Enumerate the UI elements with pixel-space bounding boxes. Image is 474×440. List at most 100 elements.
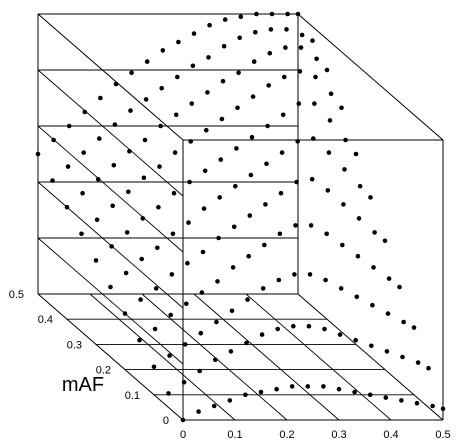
- data-point: [211, 403, 217, 409]
- data-point: [80, 190, 85, 196]
- data-point: [324, 231, 330, 237]
- data-point: [336, 386, 342, 392]
- x-tick-label: 0.5: [435, 429, 450, 440]
- maf-axis-title: mAF: [62, 374, 104, 396]
- data-point: [202, 168, 208, 174]
- data-point: [227, 398, 233, 403]
- data-point: [259, 332, 265, 337]
- data-point: [206, 55, 211, 60]
- data-point: [339, 105, 344, 111]
- data-point: [166, 391, 171, 396]
- data-point: [277, 231, 283, 237]
- data-point: [401, 319, 406, 325]
- data-point: [138, 297, 143, 302]
- data-point: [266, 83, 272, 88]
- data-point: [198, 330, 204, 336]
- data-point: [305, 384, 311, 389]
- data-point: [172, 150, 178, 155]
- data-point: [169, 272, 175, 277]
- data-point: [141, 175, 147, 181]
- data-point: [367, 392, 373, 398]
- data-point: [323, 277, 328, 283]
- data-point: [122, 311, 128, 316]
- data-point: [372, 230, 377, 235]
- data-point: [250, 94, 256, 99]
- data-point: [258, 389, 264, 395]
- box-frame: [37, 13, 444, 421]
- data-point: [276, 277, 282, 283]
- data-point: [168, 312, 173, 318]
- frame-edge: [297, 293, 444, 421]
- data-point: [251, 59, 257, 64]
- data-point: [197, 368, 202, 374]
- data-point: [269, 11, 275, 17]
- x-tick-label: 0.4: [383, 429, 398, 440]
- data-point: [191, 31, 197, 36]
- data-point: [237, 35, 242, 41]
- data-point: [430, 403, 435, 409]
- data-point: [368, 195, 373, 200]
- data-point: [98, 95, 103, 101]
- data-point: [295, 139, 301, 144]
- data-point: [66, 123, 72, 129]
- data-point: [157, 164, 162, 169]
- data-point: [253, 29, 258, 35]
- data-point: [127, 148, 132, 154]
- data-point: [95, 176, 101, 182]
- data-point: [142, 137, 148, 143]
- data-point: [207, 22, 212, 28]
- data-point: [249, 134, 255, 140]
- data-point: [217, 195, 222, 200]
- data-point: [144, 59, 150, 64]
- data-point: [214, 319, 219, 325]
- side-wall-gridline: [37, 125, 184, 253]
- data-point: [292, 272, 297, 277]
- data-point: [327, 118, 333, 123]
- data-point: [109, 244, 114, 249]
- data-point: [82, 109, 88, 115]
- data-point: [382, 238, 388, 244]
- data-point: [298, 45, 304, 50]
- data-point: [274, 386, 279, 392]
- data-points: [35, 11, 446, 423]
- data-point: [342, 167, 347, 172]
- data-point: [185, 260, 190, 266]
- data-point: [399, 398, 404, 403]
- side-wall-gridline: [37, 69, 184, 197]
- x-tick-label: 0.1: [227, 429, 242, 440]
- x-tick-labels: 0 0.1 0.2 0.3 0.4 0.5: [180, 429, 451, 440]
- data-point: [293, 223, 298, 228]
- data-point: [205, 90, 210, 95]
- data-point: [246, 253, 251, 259]
- data-point: [247, 213, 253, 218]
- data-point: [201, 206, 207, 211]
- data-point: [262, 242, 267, 248]
- data-point: [426, 365, 431, 371]
- data-point: [245, 297, 250, 302]
- data-point: [238, 14, 244, 20]
- data-point: [309, 176, 315, 182]
- data-point: [371, 265, 376, 270]
- data-point: [204, 127, 209, 133]
- data-point: [263, 202, 268, 207]
- data-point: [369, 343, 374, 349]
- data-point: [170, 231, 176, 237]
- data-point: [181, 379, 187, 385]
- data-point: [140, 216, 146, 221]
- data-point: [264, 161, 269, 167]
- data-point: [229, 308, 235, 314]
- data-point: [340, 242, 345, 248]
- data-point: [352, 389, 357, 395]
- floor-gridline: [141, 293, 288, 421]
- data-point: [353, 151, 359, 157]
- data-point: [231, 224, 237, 230]
- data-point: [220, 78, 226, 84]
- data-point: [215, 279, 220, 284]
- data-point: [213, 357, 218, 363]
- data-point: [328, 91, 334, 97]
- data-point: [311, 136, 316, 141]
- data-point: [218, 157, 224, 162]
- x-tick-label: 0.2: [279, 429, 294, 440]
- data-point: [196, 409, 201, 414]
- data-point: [93, 258, 99, 263]
